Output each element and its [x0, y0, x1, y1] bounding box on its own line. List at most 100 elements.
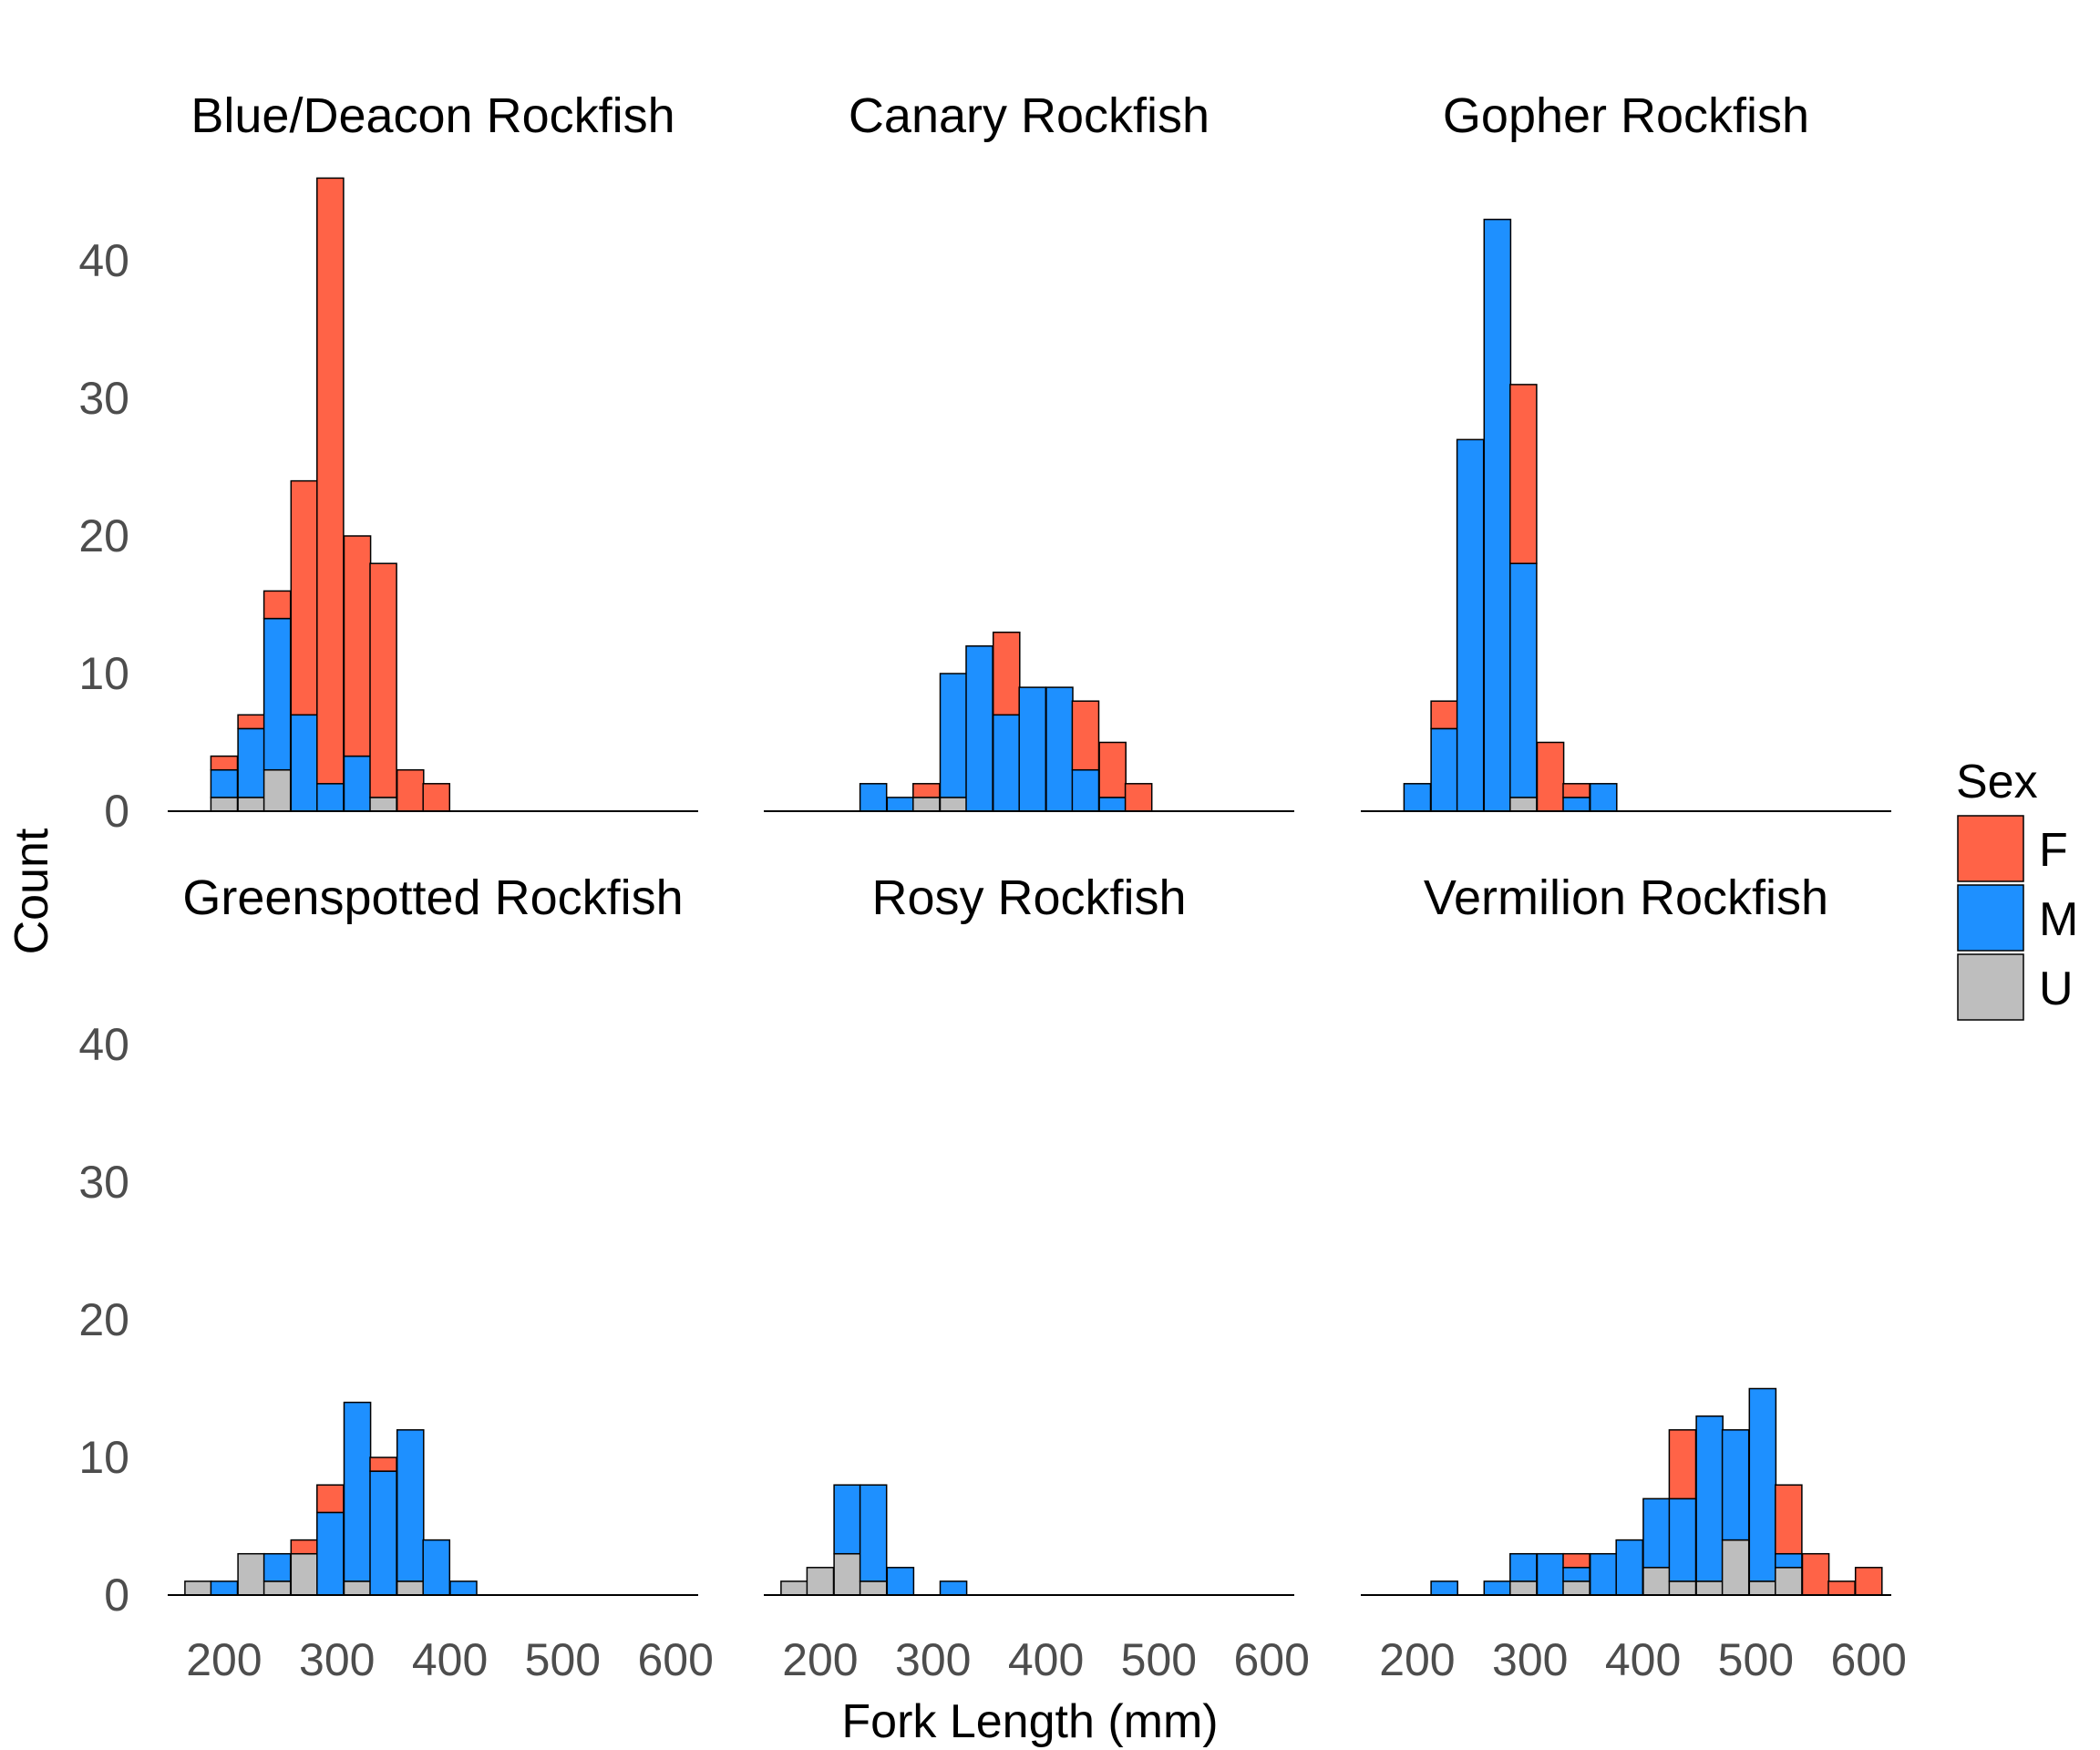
x-tick-label: 200 [782, 1634, 858, 1685]
x-tick-label: 600 [638, 1634, 714, 1685]
bar-f-segment [1562, 1552, 1590, 1569]
bar-m-segment [316, 1511, 345, 1596]
bar-m-segment [886, 1567, 915, 1596]
bar-m-segment [1430, 727, 1458, 812]
bar-f-segment [210, 755, 239, 771]
bar-m-segment [833, 1484, 861, 1555]
legend-key-f [1957, 815, 2024, 882]
bar-u-segment [939, 797, 968, 812]
bar-u-segment [1695, 1580, 1724, 1596]
x-tick-label: 300 [895, 1634, 971, 1685]
panel-5: Rosy Rockfish [764, 870, 1294, 1596]
x-axes: 200 300 400 500 600 200 300 400 500 600 200 300 400 5… [186, 1634, 1907, 1685]
bar-m-segment [1721, 1429, 1750, 1541]
bar-m-segment [1642, 1498, 1671, 1569]
bar-m-segment [939, 1580, 968, 1596]
y-tick-label: 10 [78, 648, 129, 699]
panel-3: Gopher Rockfish [1361, 88, 1891, 812]
legend-key-u [1957, 953, 2024, 1021]
bar-f-segment [992, 631, 1021, 716]
bar-u-segment [1748, 1580, 1777, 1596]
bar-u-segment [290, 1552, 319, 1596]
y-tick-label: 30 [78, 373, 129, 424]
bar-m-segment [859, 1484, 888, 1582]
bar-m-segment [859, 783, 888, 812]
bar-u-segment [912, 797, 941, 812]
panel-title: Rosy Rockfish [871, 870, 1186, 925]
x-tick-label: 200 [186, 1634, 262, 1685]
bar-f-segment [1668, 1429, 1697, 1500]
y-tick-label: 0 [104, 786, 129, 837]
bar-m-segment [1668, 1498, 1697, 1582]
y-tick-label: 40 [78, 1019, 129, 1070]
x-tick-label: 500 [1121, 1634, 1197, 1685]
y-tick-label: 10 [78, 1432, 129, 1483]
y-tick-label: 0 [104, 1570, 129, 1621]
bar-f-segment [1827, 1580, 1856, 1596]
y-axis-title: Count [5, 828, 58, 954]
bar-m-segment [939, 673, 968, 798]
bar-f-segment [290, 479, 319, 716]
bar-m-segment [965, 645, 993, 812]
legend-label: U [2039, 962, 2074, 1015]
y-tick-label: 40 [78, 235, 129, 286]
legend-label: F [2039, 824, 2068, 877]
bar-u-segment [396, 1580, 425, 1596]
bar-f-segment [369, 562, 397, 798]
panel-title: Vermilion Rockfish [1424, 870, 1828, 925]
bar-u-segment [262, 768, 292, 812]
bar-u-segment [806, 1567, 835, 1596]
bar-f-segment [422, 783, 451, 812]
bar-m-segment [262, 1552, 292, 1582]
bar-f-segment [1536, 741, 1565, 812]
bar-f-segment [316, 1484, 345, 1514]
panel-title: Greenspotted Rockfish [182, 870, 683, 925]
bar-u-segment [1562, 1580, 1590, 1596]
bar-f-segment [396, 768, 425, 812]
x-tick-label: 300 [299, 1634, 375, 1685]
bar-m-segment [1045, 686, 1074, 812]
bar-u-segment [780, 1580, 808, 1596]
bar-u-segment [1642, 1567, 1671, 1596]
bar-m-segment [290, 714, 319, 812]
legend: Sex FMU [1956, 756, 2078, 1021]
panel-6: Vermilion Rockfish [1361, 870, 1891, 1596]
bar-u-segment [237, 797, 265, 812]
x-tick-label: 400 [412, 1634, 488, 1685]
bar-m-segment [343, 755, 372, 812]
panel-2: Canary Rockfish [764, 88, 1294, 812]
bar-u-segment [1509, 1580, 1538, 1596]
x-tick-label: 600 [1234, 1634, 1310, 1685]
bar-m-segment [1403, 783, 1432, 812]
legend-label: M [2039, 893, 2078, 946]
bar-m-segment [1098, 797, 1127, 812]
bar-m-segment [369, 1470, 397, 1596]
bar-u-segment [262, 1580, 292, 1596]
bar-m-segment [1483, 218, 1512, 812]
bar-m-segment [237, 727, 265, 798]
bar-m-segment [1589, 1552, 1618, 1596]
bar-f-segment [237, 714, 265, 730]
bar-u-segment [833, 1552, 861, 1596]
bar-f-segment [1430, 700, 1458, 730]
bar-f-segment [1509, 384, 1538, 564]
x-tick-label: 400 [1008, 1634, 1084, 1685]
bar-m-segment [396, 1429, 425, 1582]
bar-u-segment [184, 1580, 212, 1596]
bar-m-segment [1695, 1415, 1724, 1582]
bar-m-segment [422, 1539, 451, 1596]
bar-m-segment [262, 617, 292, 771]
bar-m-segment [1562, 1567, 1590, 1582]
panel-title: Gopher Rockfish [1443, 88, 1809, 143]
bar-m-segment [992, 714, 1021, 812]
bar-f-segment [369, 1457, 397, 1472]
bar-m-segment [1071, 768, 1100, 812]
legend-title: Sex [1956, 756, 2038, 808]
bar-m-segment [1775, 1552, 1803, 1569]
bar-m-segment [343, 1401, 372, 1582]
bar-f-segment [912, 783, 941, 798]
bar-f-segment [290, 1539, 319, 1555]
x-tick-label: 600 [1831, 1634, 1907, 1685]
bar-u-segment [1721, 1539, 1750, 1596]
